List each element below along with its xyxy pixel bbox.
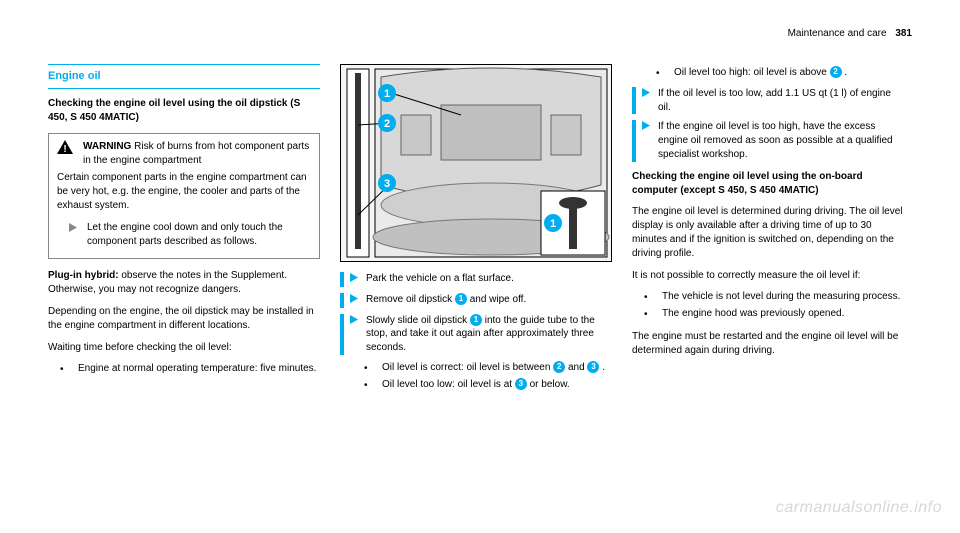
column-3: • Oil level too high: oil level is above…: [632, 64, 904, 395]
step-add-oil-text: If the oil level is too low, add 1.1 US …: [658, 87, 904, 115]
teal-bar-icon: [340, 293, 344, 308]
section-heading: Engine oil: [48, 64, 320, 89]
section-name: Maintenance and care: [788, 28, 887, 39]
step-park: Park the vehicle on a flat surface.: [340, 272, 612, 287]
warning-box: ! WARNING Risk of burns from hot com­pon…: [48, 133, 320, 260]
bullet-icon: •: [644, 307, 654, 322]
svg-text:1: 1: [550, 218, 556, 230]
arrow-icon: [350, 314, 360, 355]
running-header: Maintenance and care 381: [788, 28, 912, 39]
page-number: 381: [895, 28, 912, 39]
warning-action: Let the engine cool down and only touch …: [69, 221, 311, 249]
bullet-icon: •: [364, 361, 374, 376]
triangle-bullet-icon: [69, 221, 79, 249]
svg-text:1: 1: [384, 88, 390, 100]
plugin-hybrid-note: Plug-in hybrid: observe the notes in the…: [48, 269, 320, 297]
warning-body: Certain component parts in the engine co…: [49, 171, 319, 258]
watermark: carmanualsonline.info: [776, 499, 942, 517]
warning-action-text: Let the engine cool down and only touch …: [87, 221, 311, 249]
warning-body-text: Certain component parts in the engine co…: [57, 171, 311, 212]
arrow-icon: [642, 87, 652, 115]
callout-2: 2: [553, 361, 565, 373]
teal-bar-icon: [340, 314, 344, 355]
step-remove-excess-text: If the engine oil level is too high, hav…: [658, 120, 904, 161]
step-slide: Slowly slide oil dipstick 1 into the gui…: [340, 314, 612, 355]
step-park-text: Park the vehicle on a flat surface.: [366, 272, 612, 287]
depending-note: Depending on the engine, the oil dipstic…: [48, 305, 320, 333]
step-slide-text: Slowly slide oil dipstick 1 into the gui…: [366, 314, 612, 355]
procedure-heading: Checking the engine oil level using the …: [48, 97, 320, 125]
warning-header: ! WARNING Risk of burns from hot com­pon…: [49, 134, 319, 172]
waiting-item: • Engine at normal operating temperature…: [60, 362, 320, 377]
callout-1: 1: [455, 293, 467, 305]
result-low: • Oil level too low: oil level is at 3 o…: [364, 378, 612, 393]
arrow-icon: [350, 272, 360, 287]
waiting-item-text: Engine at normal operating temperature: …: [78, 362, 320, 377]
step-remove-text: Remove oil dipstick 1 and wipe off.: [366, 293, 612, 308]
bullet-icon: •: [60, 362, 70, 377]
cond-hood-opened: • The engine hood was previously opened.: [644, 307, 904, 322]
svg-text:2: 2: [384, 118, 390, 130]
onboard-p2: It is not possible to correctly measure …: [632, 269, 904, 283]
onboard-p1: The engine oil level is determined durin…: [632, 205, 904, 260]
plugin-hybrid-bold: Plug-in hybrid:: [48, 270, 119, 281]
warning-title-text: WARNING Risk of burns from hot com­ponen…: [83, 140, 311, 168]
teal-bar-icon: [632, 87, 636, 115]
result-correct-text: Oil level is correct: oil level is betwe…: [382, 361, 612, 376]
svg-text:!: !: [63, 144, 66, 154]
waiting-intro: Waiting time before checking the oil lev…: [48, 341, 320, 355]
arrow-icon: [350, 293, 360, 308]
step-add-oil: If the oil level is too low, add 1.1 US …: [632, 87, 904, 115]
cond-not-level: • The vehicle is not level during the me…: [644, 290, 904, 305]
result-low-text: Oil level too low: oil level is at 3 or …: [382, 378, 612, 393]
callout-3: 3: [587, 361, 599, 373]
result-high: • Oil level too high: oil level is above…: [656, 66, 904, 81]
warning-label: WARNING: [83, 141, 131, 152]
callout-2: 2: [830, 66, 842, 78]
step-remove-excess: If the engine oil level is too high, hav…: [632, 120, 904, 161]
bullet-icon: •: [656, 66, 666, 81]
procedure-heading-2: Checking the engine oil level using the …: [632, 170, 904, 198]
engine-figure: 1 2 3 1: [340, 64, 612, 262]
onboard-p3: The engine must be restarted and the eng…: [632, 330, 904, 358]
result-correct: • Oil level is correct: oil level is bet…: [364, 361, 612, 376]
cond-not-level-text: The vehicle is not level during the meas…: [662, 290, 904, 305]
bullet-icon: •: [644, 290, 654, 305]
svg-text:3: 3: [384, 178, 390, 190]
teal-bar-icon: [340, 272, 344, 287]
teal-bar-icon: [632, 120, 636, 161]
cond-hood-text: The engine hood was previously opened.: [662, 307, 904, 322]
warning-icon: !: [57, 140, 75, 168]
arrow-icon: [642, 120, 652, 161]
column-1: Engine oil Checking the engine oil level…: [48, 64, 320, 395]
callout-1: 1: [470, 314, 482, 326]
callout-3: 3: [515, 378, 527, 390]
content-columns: Engine oil Checking the engine oil level…: [48, 64, 912, 395]
column-2: 1 2 3 1 Park the vehicle on a flat surfa…: [340, 64, 612, 395]
result-high-text: Oil level too high: oil level is above 2…: [674, 66, 904, 81]
bullet-icon: •: [364, 378, 374, 393]
step-remove: Remove oil dipstick 1 and wipe off.: [340, 293, 612, 308]
page: Maintenance and care 381 Engine oil Chec…: [0, 0, 960, 533]
